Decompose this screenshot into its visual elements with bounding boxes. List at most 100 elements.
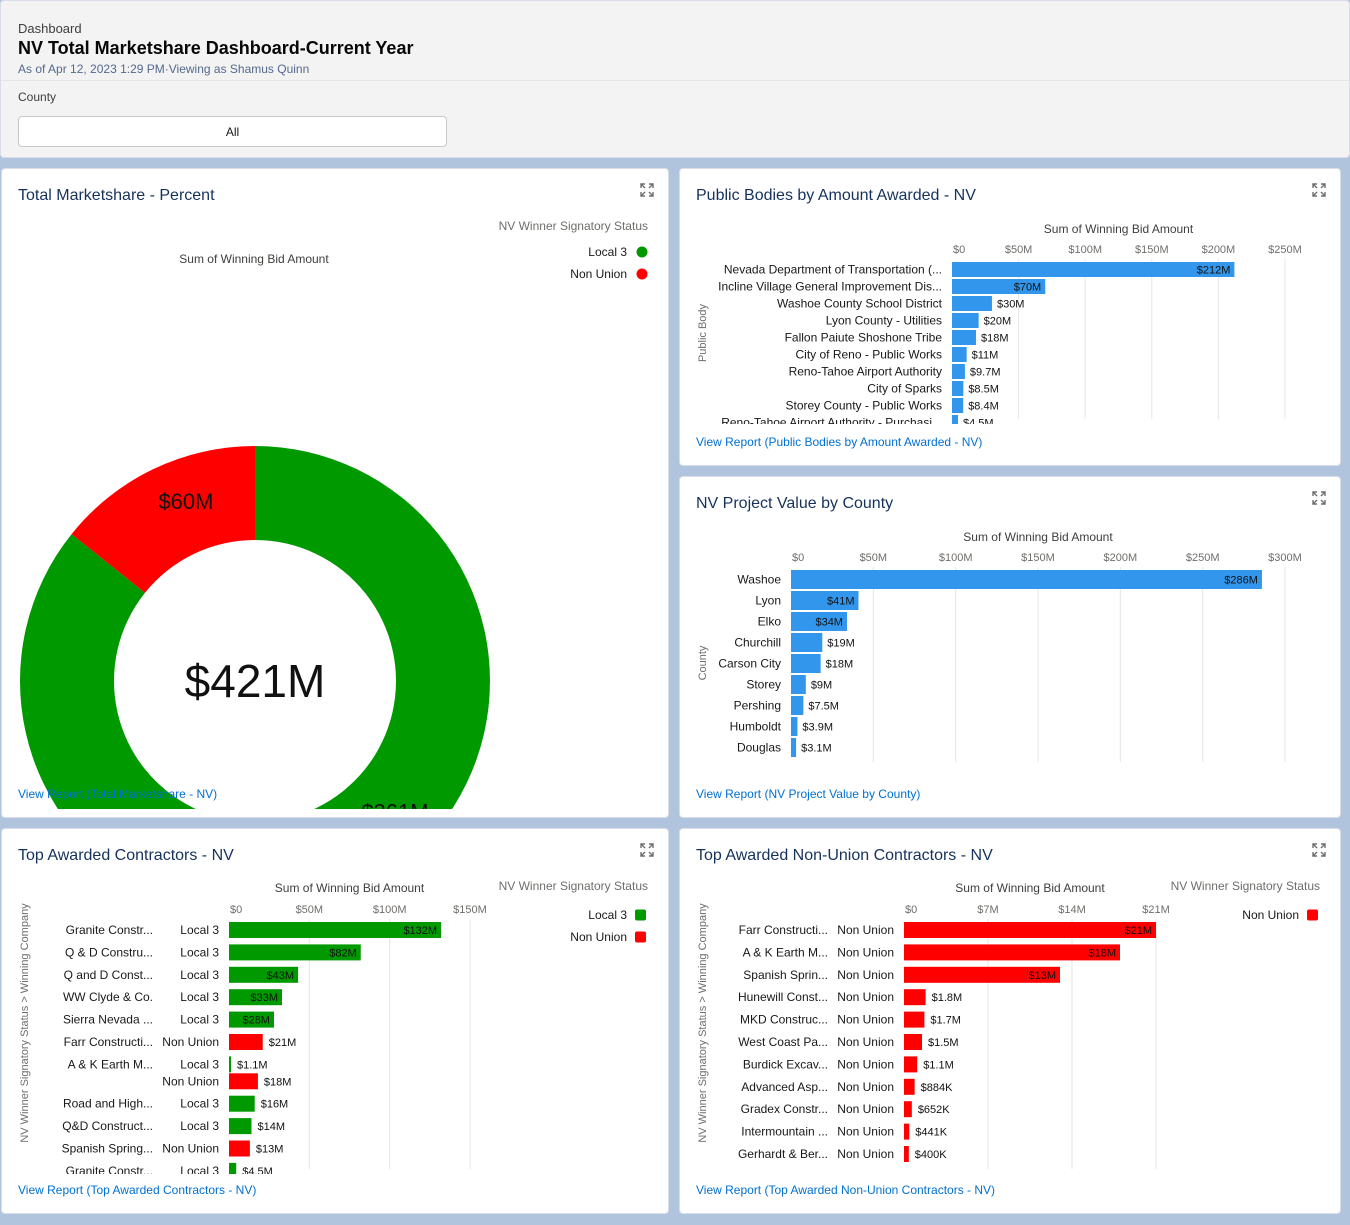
donut-center-total: $421M [185,655,326,707]
category-label: Pershing [734,699,781,713]
data-label: $9M [811,680,832,692]
chart-subtitle: Sum of Winning Bid Amount [179,252,329,266]
bar [229,966,299,983]
data-label: $400K [915,1149,947,1161]
bar [952,296,992,311]
status-label: Non Union [837,1057,894,1071]
bar [791,612,847,631]
slice-label: $361M [361,799,428,809]
tick-label: $50M [860,552,888,564]
data-label: $41M [827,596,855,608]
data-label: $34M [815,617,843,629]
axis-title-y: NV Winner Signatory Status > Winning Com… [19,903,31,1143]
data-label: $21M [269,1037,297,1049]
card-title: Top Awarded Contractors - NV [18,847,234,864]
data-label: $18M [981,333,1009,345]
view-report-link[interactable]: View Report (NV Project Value by County) [696,787,921,801]
dashboard-header: Dashboard NV Total Marketshare Dashboard… [0,0,1350,158]
data-label: $212M [1197,265,1231,277]
bar [229,1011,274,1028]
category-label: Carson City [718,657,781,671]
status-label: Local 3 [180,1119,219,1133]
category-label: Storey County - Public Works [786,399,943,413]
company-label: Farr Constructi... [64,1035,153,1049]
expand-icon[interactable] [640,843,654,857]
expand-icon[interactable] [1312,843,1326,857]
company-label: Gerhardt & Ber... [738,1147,828,1161]
data-label: $7.5M [808,701,839,713]
status-label: Non Union [837,923,894,937]
data-label: $132M [403,925,437,937]
tick-label: $150M [1135,244,1169,256]
bar [229,1095,255,1112]
status-label: Non Union [837,968,894,982]
bar [791,717,798,736]
bar [791,633,823,652]
legend-title: NV Winner Signatory Status [1171,879,1320,893]
page-title: NV Total Marketshare Dashboard-Current Y… [18,38,414,58]
bar [952,279,1046,294]
view-report-link[interactable]: View Report (Top Awarded Contractors - N… [18,1183,257,1197]
data-label: $18M [1088,947,1116,959]
tick-label: $300M [1268,552,1302,564]
tick-label: $250M [1186,552,1220,564]
status-label: Local 3 [180,1164,219,1174]
bar [791,591,859,610]
category-label: Nevada Department of Transportation (... [724,263,942,277]
bar [952,313,979,328]
data-label: $3.9M [802,722,833,734]
company-label: MKD Construc... [740,1013,828,1027]
bar [904,1146,909,1162]
data-label: $8.4M [968,401,999,413]
category-label: Humboldt [730,720,782,734]
expand-icon[interactable] [1312,183,1326,197]
legend-swatch [635,931,646,943]
bar [791,675,806,694]
data-label: $20M [984,316,1012,328]
status-label: Local 3 [180,968,219,982]
company-label: Granite Constr... [66,1164,153,1174]
data-label: $19M [827,638,855,650]
legend-swatch [1307,909,1318,921]
tick-label: $150M [1021,552,1055,564]
data-label: $3.1M [801,743,832,755]
data-label: $4.5M [963,418,994,425]
view-report-link[interactable]: View Report (Total Marketshare - NV) [18,787,218,801]
category-label: City of Sparks [867,382,942,396]
category-label: Lyon County - Utilities [826,314,942,328]
status-label: Local 3 [180,1097,219,1111]
bar [904,1101,912,1118]
data-label: $18M [826,659,854,671]
bar [904,989,926,1006]
axis-title-y: Public Body [697,303,709,362]
bar [229,989,283,1006]
expand-icon[interactable] [1312,491,1326,505]
legend-swatch [636,246,648,258]
status-label: Non Union [837,1013,894,1027]
view-report-link[interactable]: View Report (Public Bodies by Amount Awa… [696,435,983,449]
view-report-link[interactable]: View Report (Top Awarded Non-Union Contr… [696,1183,996,1197]
tick-label: $14M [1058,904,1086,916]
card-title: Public Bodies by Amount Awarded - NV [696,187,976,204]
county-filter-select[interactable]: All [18,116,447,147]
bar [229,1073,258,1090]
legend-title: NV Winner Signatory Status [499,879,648,893]
nonunion-bar-chart: Sum of Winning Bid Amount$0 $7M $14M $21MNV… [697,879,1320,1169]
company-label: A & K Earth M... [68,1057,153,1071]
bar [952,398,964,413]
bar [904,944,1120,961]
status-label: Local 3 [180,990,219,1004]
category-label: Lyon [755,594,781,608]
data-label: $652K [918,1104,950,1116]
data-label: $286M [1224,575,1258,587]
bar [229,1034,263,1050]
status-label: Local 3 [180,923,219,937]
data-label: $30M [997,299,1025,311]
status-label: Non Union [837,945,894,959]
expand-icon[interactable] [640,183,654,197]
status-label: Non Union [837,1125,894,1139]
bar [904,1056,918,1073]
legend-title: NV Winner Signatory Status [499,219,648,233]
status-label: Non Union [837,990,894,1004]
status-label: Non Union [162,1035,219,1049]
